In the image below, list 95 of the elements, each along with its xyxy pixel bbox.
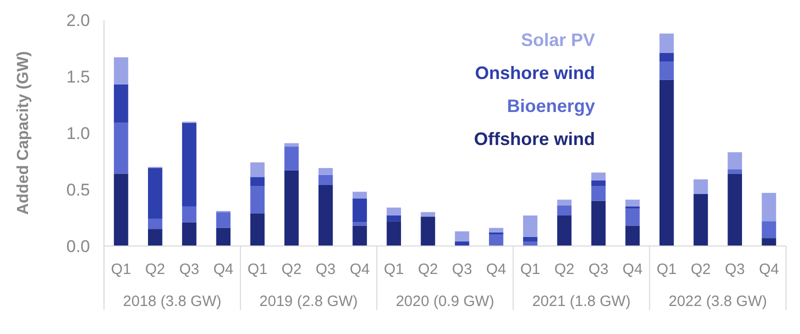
bar	[216, 228, 231, 246]
bar	[762, 238, 776, 246]
bar	[523, 236, 538, 242]
bar	[352, 198, 367, 222]
bar	[728, 152, 742, 170]
x-tick-label: Q4	[622, 261, 643, 278]
x-tick-label: Q3	[452, 261, 472, 278]
bar	[352, 226, 367, 246]
bar	[591, 172, 606, 180]
text: 2021 (1.8 GW)	[532, 293, 631, 310]
bar	[420, 216, 436, 246]
x-tick-label: Q4	[350, 261, 370, 278]
bar	[659, 62, 674, 80]
bar	[250, 177, 265, 186]
x-tick-label: Q1	[656, 261, 677, 278]
bar	[114, 122, 128, 174]
bar	[694, 179, 708, 194]
text: 2020 (0.9 GW)	[396, 293, 494, 310]
bar	[728, 174, 742, 246]
text: Solar PV	[521, 30, 596, 50]
bar	[625, 226, 640, 246]
bar	[250, 162, 265, 178]
text: Onshore wind	[475, 63, 596, 83]
bar	[762, 192, 776, 222]
x-tick-label: Q3	[724, 261, 745, 278]
bar	[318, 174, 333, 185]
bar	[386, 208, 402, 216]
y-tick-label: 0.5	[66, 180, 90, 200]
bar	[523, 241, 538, 246]
x-tick-label: Q2	[554, 261, 574, 278]
y-tick-label: 1.0	[66, 124, 90, 143]
bar	[762, 221, 776, 238]
bar	[488, 228, 504, 232]
bar	[557, 205, 572, 216]
text: Bioenergy	[507, 96, 596, 116]
bar	[659, 80, 674, 246]
bar	[318, 184, 333, 246]
x-tick-label: Q4	[758, 261, 779, 278]
y-tick-label: 0.0	[66, 236, 90, 256]
y-axis-title: Added Capacity (GW)	[15, 51, 32, 215]
x-tick-label: Q4	[486, 261, 506, 278]
bar	[386, 221, 402, 246]
text: Offshore wind	[474, 129, 596, 149]
bar	[625, 200, 640, 206]
text: 2018 (3.8 GW)	[123, 293, 222, 310]
bar	[284, 143, 299, 147]
bar	[250, 213, 265, 246]
bar	[659, 34, 674, 53]
x-tick-label: Q2	[418, 261, 438, 278]
bar	[284, 146, 299, 170]
x-tick-label: Q1	[520, 261, 540, 278]
bar	[591, 200, 606, 246]
bar	[488, 234, 504, 246]
bar	[148, 168, 162, 219]
x-tick-label: Q1	[247, 261, 268, 278]
bar	[625, 208, 640, 226]
y-tick-label: 2.0	[66, 10, 90, 30]
bar	[420, 212, 436, 217]
bar	[114, 84, 128, 123]
y-tick-label: 1.5	[66, 67, 90, 86]
x-tick-label: Q4	[213, 261, 234, 278]
bar	[182, 222, 196, 246]
bar	[114, 174, 128, 246]
x-tick-label: Q1	[384, 261, 404, 278]
x-tick-label: Q2	[145, 261, 166, 278]
bar	[557, 215, 572, 246]
bar	[182, 206, 196, 222]
text: 2019 (2.8 GW)	[259, 293, 358, 310]
x-tick-label: Q2	[690, 261, 711, 278]
bar	[454, 231, 470, 242]
bar	[591, 186, 606, 201]
bar	[488, 232, 504, 235]
bar	[694, 194, 708, 246]
bar	[318, 168, 333, 175]
x-tick-label: Q3	[588, 261, 608, 278]
bar	[148, 218, 162, 230]
bar	[114, 57, 128, 84]
bar	[182, 122, 196, 206]
bar	[659, 52, 674, 62]
x-tick-label: Q3	[316, 261, 336, 278]
x-tick-label: Q2	[282, 261, 302, 278]
bar	[352, 222, 367, 226]
bar	[352, 192, 367, 199]
bar	[250, 186, 265, 214]
bar	[386, 215, 402, 222]
bar	[284, 170, 299, 246]
bar	[728, 169, 742, 174]
x-tick-label: Q1	[111, 261, 132, 278]
bar	[523, 215, 538, 237]
bar	[148, 229, 162, 246]
text: 2022 (3.8 GW)	[668, 293, 767, 310]
x-tick-label: Q3	[179, 261, 200, 278]
bar	[591, 180, 606, 186]
bar	[557, 200, 572, 206]
bar	[216, 212, 231, 228]
